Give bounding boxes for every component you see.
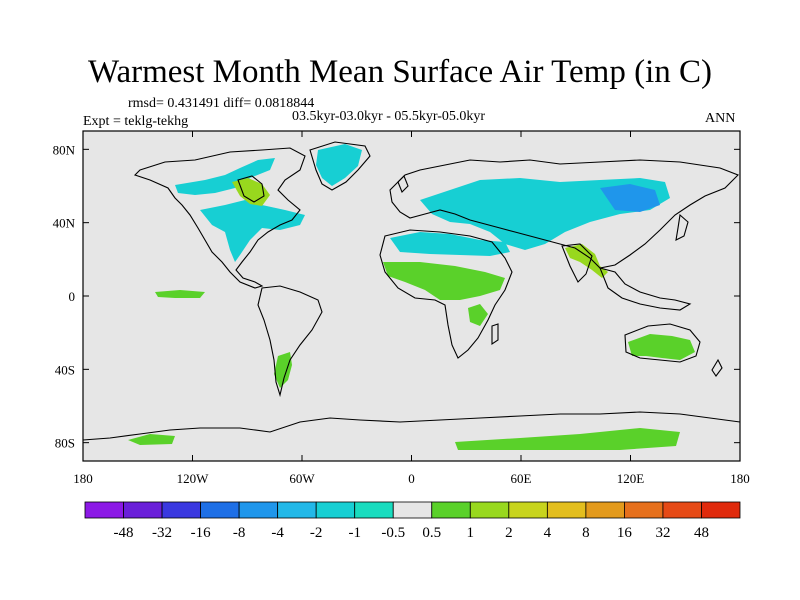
colorbar-swatch bbox=[662, 501, 702, 519]
coast-madagascar bbox=[491, 323, 499, 346]
lat-label: 40S bbox=[55, 362, 75, 377]
anomaly-patch-antarctica-warm bbox=[128, 434, 175, 445]
anomaly-patch-north-america-arctic-cool bbox=[175, 158, 275, 195]
lat-label: 80S bbox=[55, 436, 75, 451]
axis-ticks bbox=[82, 131, 741, 461]
anomaly-patch-east-africa-warm bbox=[468, 304, 488, 326]
lat-label: 40N bbox=[53, 216, 76, 231]
anomaly-patch-india-warm bbox=[565, 244, 608, 278]
anomaly-layer bbox=[128, 144, 695, 450]
colorbar-label: -1 bbox=[348, 525, 361, 541]
anomaly-patch-australia-warm bbox=[628, 334, 695, 360]
colorbar-swatch bbox=[624, 501, 664, 519]
colorbar-swatch bbox=[315, 501, 356, 519]
colorbar-label: 0.5 bbox=[422, 525, 441, 541]
anomaly-patch-north-africa-cool bbox=[390, 232, 510, 256]
colorbar-label: 2 bbox=[505, 525, 513, 541]
anomaly-patch-siberia-cool bbox=[600, 184, 660, 212]
lon-label: 120W bbox=[177, 471, 210, 486]
colorbar-label: 48 bbox=[694, 525, 709, 541]
lon-label: 60E bbox=[511, 471, 532, 486]
coast-new-zealand bbox=[711, 358, 723, 377]
coast-africa bbox=[379, 229, 513, 359]
lon-label: 60W bbox=[289, 471, 315, 486]
season-label: ANN bbox=[705, 111, 736, 126]
coast-australia bbox=[624, 323, 701, 363]
lon-label: 180 bbox=[73, 471, 93, 486]
colorbar: -48 -32 -16 -8 -4 -2 -1 -0.5 0.5 1 2 4 8 16 32 48 bbox=[84, 501, 741, 541]
anomaly-patch-sahel-warm bbox=[383, 262, 505, 300]
colorbar-label: -16 bbox=[191, 525, 211, 541]
anomaly-patch-greenland-cool bbox=[316, 144, 362, 186]
colorbar-swatch bbox=[84, 501, 124, 519]
lon-label: 180 bbox=[730, 471, 750, 486]
anomaly-patch-south-america-warm bbox=[274, 352, 292, 388]
anomaly-patch-pacific-warm bbox=[155, 290, 205, 298]
coast-greenland bbox=[309, 141, 371, 191]
colorbar-label: -48 bbox=[114, 525, 134, 541]
colorbar-swatch bbox=[701, 501, 741, 519]
colorbar-label: 4 bbox=[544, 525, 552, 541]
coast-southeast-asia bbox=[599, 267, 692, 311]
colorbar-label: 32 bbox=[655, 525, 670, 541]
colorbar-label: -32 bbox=[152, 525, 172, 541]
coast-south-america bbox=[257, 285, 323, 398]
lon-label: 0 bbox=[408, 471, 415, 486]
colorbar-swatch bbox=[585, 501, 625, 519]
anomaly-patch-north-america-cool bbox=[200, 200, 305, 262]
colorbar-swatch bbox=[469, 501, 510, 519]
coast-japan bbox=[675, 213, 689, 241]
experiment-line: Expt = teklg-tekhg bbox=[83, 114, 189, 129]
colorbar-label: 16 bbox=[617, 525, 633, 541]
coast-uk bbox=[397, 175, 409, 193]
chart-title: Warmest Month Mean Surface Air Temp (in … bbox=[87, 54, 713, 90]
colorbar-label: -2 bbox=[310, 525, 323, 541]
coast-india bbox=[561, 243, 593, 283]
colorbar-swatch bbox=[546, 501, 587, 519]
stats-line: rmsd= 0.431491 diff= 0.0818844 bbox=[128, 96, 315, 111]
anomaly-patch-antarctica-warm-2 bbox=[455, 428, 680, 450]
coast-antarctica bbox=[82, 411, 741, 441]
anomaly-patch-hudson-warm bbox=[232, 178, 270, 206]
colorbar-swatch bbox=[354, 501, 394, 519]
coast-north-america bbox=[133, 147, 306, 289]
coastline-layer bbox=[82, 141, 741, 441]
colorbar-swatch bbox=[277, 501, 317, 519]
axis-labels: 180 120W 60W 0 60E 120E 180 80N 40N 0 40S 80S bbox=[53, 142, 750, 486]
coast-europe-asia bbox=[389, 159, 739, 269]
colorbar-label: -8 bbox=[233, 525, 246, 541]
colorbar-label: -0.5 bbox=[381, 525, 405, 541]
colorbar-swatch bbox=[508, 501, 548, 519]
colorbar-swatch bbox=[431, 501, 471, 519]
colorbar-swatch bbox=[123, 501, 163, 519]
colorbar-swatch bbox=[200, 501, 240, 519]
lat-label: 0 bbox=[69, 289, 76, 304]
coast-hudson-bay bbox=[237, 175, 265, 203]
lon-label: 120E bbox=[617, 471, 645, 486]
colorbar-label: 1 bbox=[467, 525, 475, 541]
colorbar-swatch bbox=[392, 501, 433, 519]
period-line: 03.5kyr-03.0kyr - 05.5kyr-05.0kyr bbox=[292, 109, 486, 124]
colorbar-swatch bbox=[161, 501, 201, 519]
colorbar-swatch bbox=[238, 501, 279, 519]
lat-label: 80N bbox=[53, 142, 76, 157]
colorbar-label: 8 bbox=[582, 525, 590, 541]
colorbar-label: -4 bbox=[271, 525, 284, 541]
